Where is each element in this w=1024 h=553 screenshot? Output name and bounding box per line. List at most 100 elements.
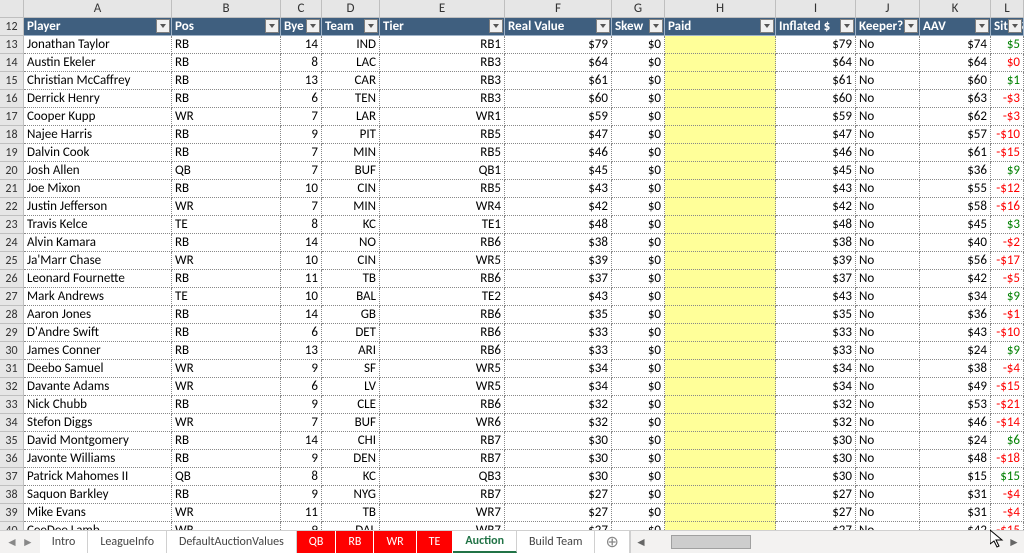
cell-paid[interactable]: [665, 360, 776, 378]
column-header[interactable]: G: [612, 0, 665, 18]
row-header[interactable]: 29: [0, 324, 24, 342]
cell-keeper[interactable]: No: [856, 288, 920, 306]
cell-bye[interactable]: 11: [281, 270, 322, 288]
row-header[interactable]: 38: [0, 486, 24, 504]
cell-bye[interactable]: 9: [281, 450, 322, 468]
cell-paid[interactable]: [665, 378, 776, 396]
cell-bye[interactable]: 9: [281, 360, 322, 378]
cell-bye[interactable]: 10: [281, 288, 322, 306]
table-header-cell[interactable]: Tier: [380, 18, 505, 36]
cell-inflated[interactable]: $61: [776, 72, 856, 90]
cell-player[interactable]: D'Andre Swift: [24, 324, 172, 342]
cell-pos[interactable]: WR: [172, 414, 281, 432]
cell-keeper[interactable]: No: [856, 180, 920, 198]
cell-inflated[interactable]: $30: [776, 432, 856, 450]
cell-team[interactable]: KC: [322, 216, 380, 234]
cell-pos[interactable]: RB: [172, 36, 281, 54]
column-header[interactable]: L: [991, 0, 1024, 18]
row-header[interactable]: 35: [0, 432, 24, 450]
cell-skew[interactable]: $0: [612, 432, 665, 450]
cell-site-skew[interactable]: $15: [991, 468, 1024, 486]
cell-paid[interactable]: [665, 234, 776, 252]
cell-keeper[interactable]: No: [856, 216, 920, 234]
cell-aav[interactable]: $43: [920, 324, 991, 342]
cell-pos[interactable]: WR: [172, 360, 281, 378]
cell-keeper[interactable]: No: [856, 144, 920, 162]
cell-keeper[interactable]: No: [856, 234, 920, 252]
cell-skew[interactable]: $0: [612, 54, 665, 72]
cell-bye[interactable]: 7: [281, 198, 322, 216]
cell-paid[interactable]: [665, 108, 776, 126]
cell-tier[interactable]: RB6: [380, 342, 505, 360]
row-header[interactable]: 32: [0, 378, 24, 396]
cell-tier[interactable]: WR6: [380, 414, 505, 432]
cell-skew[interactable]: $0: [612, 288, 665, 306]
cell-team[interactable]: CHI: [322, 432, 380, 450]
cell-bye[interactable]: 6: [281, 90, 322, 108]
row-header[interactable]: 12: [0, 18, 24, 36]
cell-pos[interactable]: QB: [172, 468, 281, 486]
cell-real-value[interactable]: $43: [505, 288, 612, 306]
cell-tier[interactable]: RB7: [380, 450, 505, 468]
cell-tier[interactable]: RB6: [380, 396, 505, 414]
cell-keeper[interactable]: No: [856, 162, 920, 180]
row-header[interactable]: 31: [0, 360, 24, 378]
cell-skew[interactable]: $0: [612, 504, 665, 522]
cell-paid[interactable]: [665, 396, 776, 414]
cell-team[interactable]: BUF: [322, 414, 380, 432]
row-header[interactable]: 37: [0, 468, 24, 486]
cell-pos[interactable]: RB: [172, 180, 281, 198]
sheet-tab[interactable]: LeagueInfo: [88, 531, 167, 553]
cell-inflated[interactable]: $47: [776, 126, 856, 144]
cell-site-skew[interactable]: -$17: [991, 252, 1024, 270]
cell-paid[interactable]: [665, 180, 776, 198]
filter-dropdown-icon[interactable]: [265, 19, 279, 33]
cell-aav[interactable]: $74: [920, 36, 991, 54]
cell-tier[interactable]: WR5: [380, 360, 505, 378]
cell-pos[interactable]: RB: [172, 432, 281, 450]
row-header[interactable]: 25: [0, 252, 24, 270]
cell-aav[interactable]: $63: [920, 90, 991, 108]
cell-skew[interactable]: $0: [612, 144, 665, 162]
cell-real-value[interactable]: $64: [505, 54, 612, 72]
cell-team[interactable]: BAL: [322, 288, 380, 306]
cell-team[interactable]: KC: [322, 468, 380, 486]
cell-bye[interactable]: 11: [281, 504, 322, 522]
cell-pos[interactable]: RB: [172, 450, 281, 468]
filter-dropdown-icon[interactable]: [840, 19, 854, 33]
cell-inflated[interactable]: $45: [776, 162, 856, 180]
cell-team[interactable]: PIT: [322, 126, 380, 144]
cell-inflated[interactable]: $30: [776, 450, 856, 468]
cell-aav[interactable]: $61: [920, 144, 991, 162]
cell-aav[interactable]: $49: [920, 378, 991, 396]
row-header[interactable]: 22: [0, 198, 24, 216]
cell-keeper[interactable]: No: [856, 36, 920, 54]
cell-player[interactable]: Aaron Jones: [24, 306, 172, 324]
cell-aav[interactable]: $31: [920, 504, 991, 522]
row-header[interactable]: 19: [0, 144, 24, 162]
cell-inflated[interactable]: $33: [776, 342, 856, 360]
cell-pos[interactable]: RB: [172, 306, 281, 324]
cell-real-value[interactable]: $34: [505, 360, 612, 378]
cell-player[interactable]: Javonte Williams: [24, 450, 172, 468]
cell-site-skew[interactable]: -$15: [991, 144, 1024, 162]
row-header[interactable]: 24: [0, 234, 24, 252]
cell-team[interactable]: NYG: [322, 486, 380, 504]
cell-site-skew[interactable]: $0: [991, 54, 1024, 72]
row-header[interactable]: 17: [0, 108, 24, 126]
tab-nav-next-icon[interactable]: ►: [22, 535, 34, 550]
cell-keeper[interactable]: No: [856, 252, 920, 270]
cell-bye[interactable]: 7: [281, 144, 322, 162]
cell-tier[interactable]: RB6: [380, 234, 505, 252]
cell-pos[interactable]: TE: [172, 216, 281, 234]
cell-paid[interactable]: [665, 198, 776, 216]
cell-inflated[interactable]: $48: [776, 216, 856, 234]
filter-dropdown-icon[interactable]: [364, 19, 378, 33]
filter-dropdown-icon[interactable]: [306, 19, 320, 33]
cell-site-skew[interactable]: -$16: [991, 198, 1024, 216]
cell-inflated[interactable]: $64: [776, 54, 856, 72]
cell-tier[interactable]: RB5: [380, 126, 505, 144]
cell-tier[interactable]: QB3: [380, 468, 505, 486]
scroll-right-icon[interactable]: ►: [1006, 534, 1022, 550]
cell-player[interactable]: Justin Jefferson: [24, 198, 172, 216]
